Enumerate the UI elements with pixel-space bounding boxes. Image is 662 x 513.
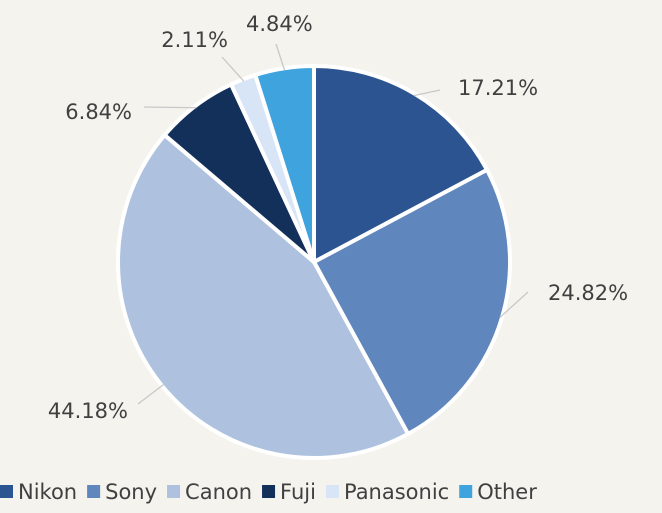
pie-slice-sony <box>312 167 512 436</box>
legend-swatch-fuji <box>262 485 276 498</box>
legend-swatch-panasonic <box>325 485 339 498</box>
leader-line-fuji <box>143 106 197 109</box>
legend-swatch-sony <box>87 485 101 498</box>
legend-label-nikon: Nikon <box>18 480 77 504</box>
legend-item-panasonic: Panasonic <box>325 480 449 504</box>
leader-line-canon <box>137 384 164 405</box>
data-label-sony: 24.82% <box>548 281 628 305</box>
leader-lines <box>137 43 529 405</box>
legend-label-fuji: Fuji <box>280 480 316 504</box>
legend-item-nikon: Nikon <box>0 480 77 504</box>
leader-line-other <box>275 43 286 71</box>
legend-item-other: Other <box>459 480 537 504</box>
legend-label-sony: Sony <box>105 480 157 504</box>
data-label-fuji: 6.84% <box>65 100 132 124</box>
legend-swatch-nikon <box>0 485 13 498</box>
legend-swatch-canon <box>167 485 181 498</box>
legend-item-fuji: Fuji <box>262 480 316 504</box>
legend-swatch-other <box>459 485 473 498</box>
leader-line-nikon <box>413 89 441 97</box>
data-label-canon: 44.18% <box>48 399 128 423</box>
legend-label-panasonic: Panasonic <box>344 480 449 504</box>
leader-line-sony <box>499 291 529 319</box>
data-labels: 17.21% 24.82% 44.18% 6.84% 2.11% 4.84% <box>48 12 628 423</box>
pie-slice-nikon <box>312 64 489 264</box>
legend-label-other: Other <box>477 480 537 504</box>
leader-line-panasonic <box>221 56 245 82</box>
pie-slices <box>116 64 512 460</box>
legend-item-canon: Canon <box>167 480 252 504</box>
legend-item-sony: Sony <box>87 480 157 504</box>
legend: Nikon Sony Canon Fuji Panasonic Other <box>0 480 537 504</box>
legend-label-canon: Canon <box>185 480 252 504</box>
data-label-other: 4.84% <box>246 12 313 36</box>
data-label-nikon: 17.21% <box>458 76 538 100</box>
data-label-panasonic: 2.11% <box>161 28 228 52</box>
